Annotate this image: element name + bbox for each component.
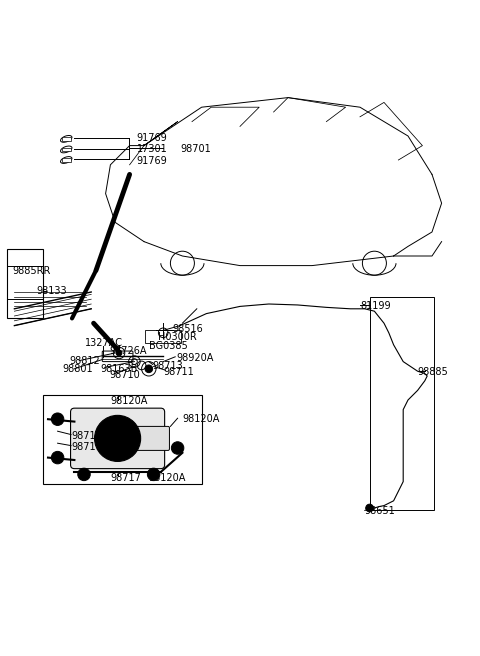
FancyBboxPatch shape bbox=[370, 297, 434, 510]
Text: 9885RR: 9885RR bbox=[12, 266, 50, 276]
Text: 98163B: 98163B bbox=[101, 364, 138, 374]
Circle shape bbox=[81, 472, 87, 478]
FancyBboxPatch shape bbox=[7, 249, 43, 318]
FancyBboxPatch shape bbox=[62, 137, 71, 141]
Circle shape bbox=[145, 365, 153, 373]
FancyBboxPatch shape bbox=[43, 395, 202, 484]
Text: 98801: 98801 bbox=[62, 364, 93, 374]
Text: 98812: 98812 bbox=[70, 356, 100, 365]
Circle shape bbox=[147, 468, 160, 481]
Text: 98920A: 98920A bbox=[177, 353, 214, 363]
Text: 98120A: 98120A bbox=[182, 414, 220, 424]
Text: 17301: 17301 bbox=[137, 144, 168, 154]
Text: 91769: 91769 bbox=[137, 133, 168, 144]
Circle shape bbox=[175, 445, 180, 451]
Text: 98717: 98717 bbox=[71, 442, 102, 452]
Circle shape bbox=[51, 451, 64, 464]
Text: 98885: 98885 bbox=[418, 367, 448, 377]
FancyBboxPatch shape bbox=[62, 158, 71, 162]
Text: 98710: 98710 bbox=[109, 370, 140, 380]
Text: 1327AC: 1327AC bbox=[85, 338, 123, 348]
Text: 98133: 98133 bbox=[36, 285, 67, 296]
Text: 98516: 98516 bbox=[173, 324, 204, 334]
Text: 98726A: 98726A bbox=[109, 346, 147, 356]
Text: 81199: 81199 bbox=[360, 301, 391, 312]
Circle shape bbox=[108, 429, 127, 448]
FancyBboxPatch shape bbox=[135, 426, 169, 451]
Text: 91769: 91769 bbox=[137, 156, 168, 166]
Text: 98711: 98711 bbox=[163, 367, 194, 377]
Circle shape bbox=[116, 350, 122, 356]
Text: 98120A: 98120A bbox=[110, 396, 148, 406]
Text: 98717: 98717 bbox=[71, 431, 102, 441]
Circle shape bbox=[55, 417, 60, 422]
Text: 98701: 98701 bbox=[180, 144, 211, 154]
Text: 98713: 98713 bbox=[153, 361, 183, 371]
Text: 98651: 98651 bbox=[365, 506, 396, 516]
Circle shape bbox=[171, 441, 184, 454]
Circle shape bbox=[78, 468, 90, 481]
Text: H0300R: H0300R bbox=[158, 332, 197, 342]
Circle shape bbox=[95, 415, 141, 461]
Text: 98120A: 98120A bbox=[149, 473, 186, 483]
Text: 98717: 98717 bbox=[110, 473, 141, 483]
FancyBboxPatch shape bbox=[145, 330, 181, 343]
FancyBboxPatch shape bbox=[71, 408, 165, 468]
FancyBboxPatch shape bbox=[102, 351, 133, 361]
Circle shape bbox=[55, 455, 60, 461]
FancyBboxPatch shape bbox=[62, 148, 71, 152]
Text: BG0385: BG0385 bbox=[149, 340, 188, 351]
Circle shape bbox=[51, 413, 64, 426]
Circle shape bbox=[366, 504, 373, 512]
Circle shape bbox=[151, 472, 156, 478]
